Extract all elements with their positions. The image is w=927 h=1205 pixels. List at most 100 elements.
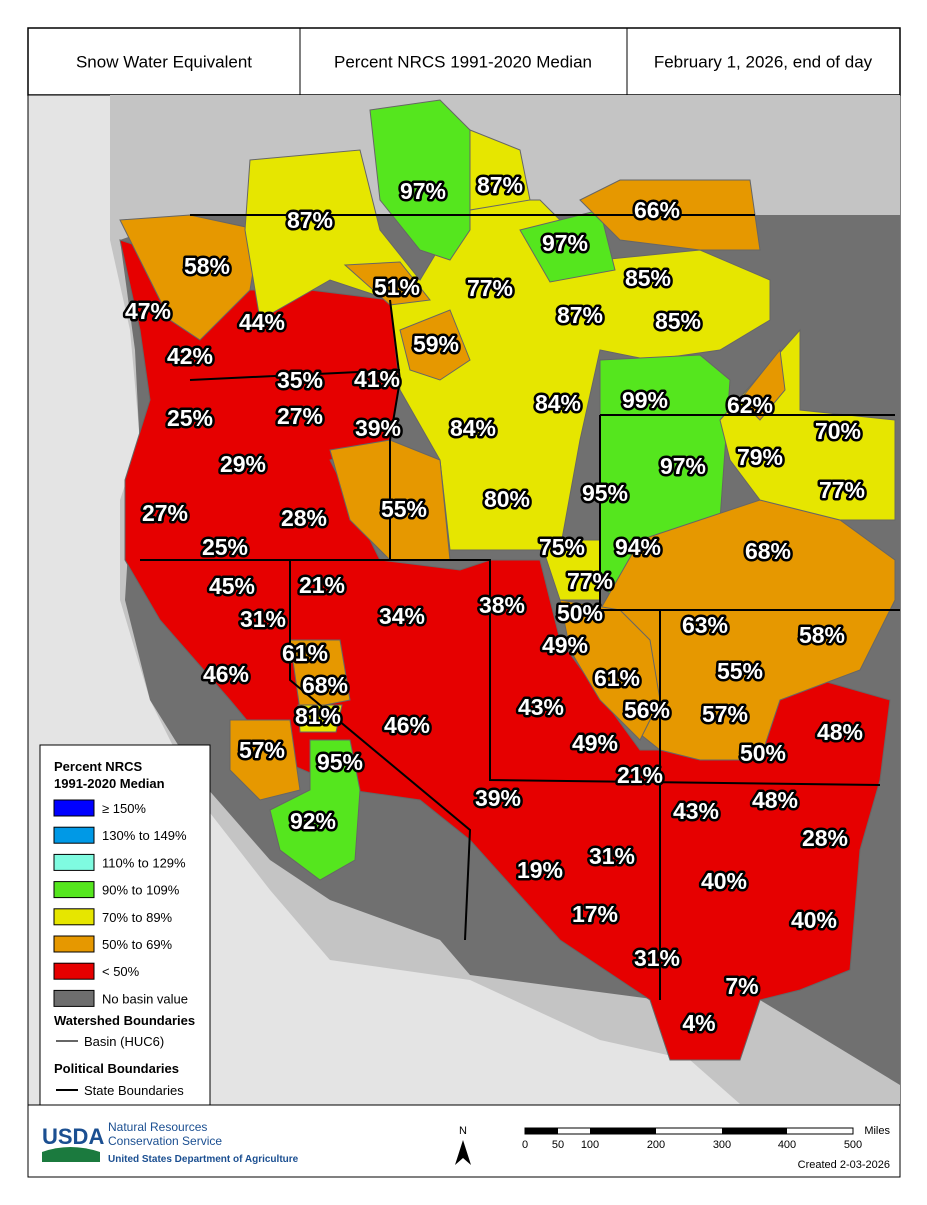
basin-label: 45% — [209, 573, 255, 599]
basin-label: 34% — [379, 603, 425, 629]
basin-label: 55% — [381, 496, 427, 522]
scale-label: 200 — [647, 1139, 665, 1151]
basin-label: 68% — [302, 672, 348, 698]
basin-label: 43% — [673, 798, 719, 824]
basin-label: 42% — [167, 343, 213, 369]
legend-label: Basin (HUC6) — [84, 1034, 164, 1049]
scale-bar: 0 50 100 200 300 400 500 — [522, 1127, 862, 1151]
basin-label: 44% — [239, 309, 285, 335]
basin-label: 47% — [125, 298, 171, 324]
scale-segment — [590, 1128, 656, 1134]
basin-label: 28% — [281, 505, 327, 531]
basin-label: 70% — [815, 418, 861, 444]
basin-region — [343, 261, 431, 306]
legend-swatch — [53, 799, 95, 817]
legend-heading: Watershed Boundaries — [54, 1013, 195, 1028]
basin-label: 21% — [299, 572, 345, 598]
basin-label: 39% — [355, 415, 401, 441]
basin-label: 66% — [634, 197, 680, 223]
basin-label: 97% — [660, 453, 706, 479]
legend-title: Percent NRCS — [54, 759, 142, 774]
basin-label: 39% — [475, 785, 521, 811]
basin-label: 57% — [239, 737, 285, 763]
basin-label: 49% — [542, 632, 588, 658]
basin-label: 84% — [535, 390, 581, 416]
basin-label: 49% — [572, 730, 618, 756]
agency: Conservation Service — [108, 1134, 222, 1148]
header-cell: Snow Water Equivalent — [76, 52, 252, 71]
basin-label: 21% — [617, 762, 663, 788]
basin-label: 75% — [539, 534, 585, 560]
legend-items: ≥ 150% 130% to 149% 110% to 129% 90% to 109… — [53, 799, 188, 1007]
scale-segment — [525, 1128, 558, 1134]
basin-label: 85% — [655, 308, 701, 334]
basin-label: 97% — [400, 178, 446, 204]
legend-swatch — [53, 826, 95, 844]
basin-region — [369, 99, 471, 261]
scale-label: 500 — [844, 1139, 862, 1151]
basin-label: 50% — [740, 740, 786, 766]
legend-label: ≥ 150% — [102, 801, 146, 816]
basin-label: 61% — [282, 640, 328, 666]
legend-swatch — [53, 853, 95, 871]
legend-label: 90% to 109% — [102, 883, 180, 898]
basin-label: 40% — [701, 868, 747, 894]
state-boundary — [599, 415, 900, 611]
basin-label: 79% — [737, 444, 783, 470]
basin-label: 25% — [167, 405, 213, 431]
agency: Natural Resources — [108, 1120, 207, 1134]
basin-label: 55% — [717, 658, 763, 684]
basin-label: 77% — [467, 275, 513, 301]
north-label: N — [459, 1125, 467, 1137]
usda-logo: USDA — [42, 1124, 104, 1149]
basin-label: 59% — [413, 331, 459, 357]
basin-label: 31% — [240, 606, 286, 632]
scale-unit: Miles — [864, 1125, 890, 1137]
state-boundary — [289, 560, 472, 941]
basin-label: 63% — [682, 612, 728, 638]
scale-label: 300 — [713, 1139, 731, 1151]
basin-label: 80% — [484, 486, 530, 512]
department: United States Department of Agriculture — [108, 1154, 299, 1165]
basin-label: 51% — [374, 274, 420, 300]
footer: USDA Natural Resources Conservation Serv… — [27, 1104, 901, 1178]
scale-segment — [722, 1128, 787, 1134]
basin-label: 4% — [682, 1010, 715, 1036]
legend-label: No basin value — [102, 991, 188, 1006]
basin-label: 27% — [142, 500, 188, 526]
basin-label: 50% — [557, 600, 603, 626]
legend-heading: Political Boundaries — [54, 1061, 179, 1076]
basin-region — [297, 704, 343, 733]
created: Created 2-03-2026 — [798, 1159, 890, 1171]
state-boundary — [140, 559, 881, 786]
legend-label: < 50% — [102, 964, 140, 979]
basin-label: 85% — [625, 265, 671, 291]
basin-label: 62% — [727, 392, 773, 418]
legend-label: 130% to 149% — [102, 828, 187, 843]
north-arrow — [455, 1140, 471, 1165]
basin-label: 31% — [589, 843, 635, 869]
basin-label: 81% — [295, 703, 341, 729]
basin-label: 77% — [819, 477, 865, 503]
state-boundary — [189, 369, 401, 381]
basin-label: 68% — [745, 538, 791, 564]
basin-label: 43% — [518, 694, 564, 720]
basin-label: 87% — [477, 172, 523, 198]
basin-label: 48% — [752, 787, 798, 813]
legend-swatch — [53, 908, 95, 926]
basin-label: 77% — [567, 568, 613, 594]
scale-body — [524, 1127, 854, 1135]
basin-label: 95% — [317, 749, 363, 775]
basin-label: 84% — [450, 415, 496, 441]
basin-label: 87% — [557, 302, 603, 328]
header-box — [27, 27, 901, 96]
basin-label: 28% — [802, 825, 848, 851]
basin-label: 31% — [634, 945, 680, 971]
basin-label: 41% — [354, 366, 400, 392]
basin-region — [559, 599, 661, 741]
footer-box — [27, 1104, 901, 1178]
basin-label: 58% — [799, 622, 845, 648]
basin-label: 57% — [702, 701, 748, 727]
legend: Percent NRCS 1991-2020 Median ≥ 150% 130%… — [39, 744, 211, 1106]
